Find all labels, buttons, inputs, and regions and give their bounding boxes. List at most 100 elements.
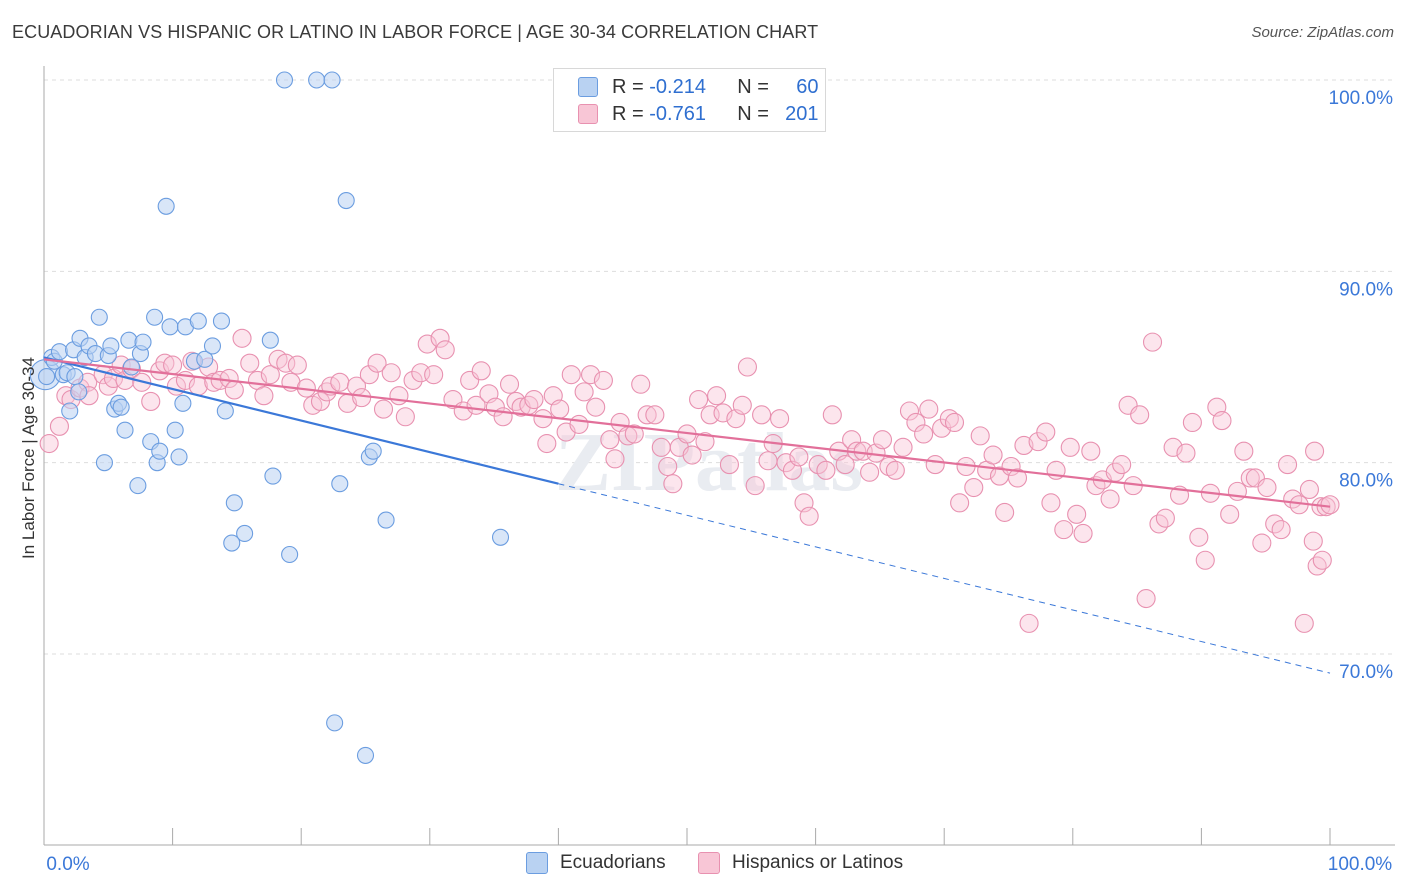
data-point-hispanic — [580, 365, 601, 385]
n-value-hispanics: 201 — [785, 102, 819, 125]
trend-line-hispanics — [43, 358, 1331, 508]
data-point-hispanic — [49, 416, 69, 436]
data-point-hispanic — [1220, 504, 1240, 524]
data-point-hispanic — [1081, 441, 1101, 461]
data-point-hispanic — [925, 455, 945, 475]
data-point-hispanic — [524, 389, 544, 410]
legend-row-hispanics: R = -0.761 N = 201 — [578, 102, 819, 126]
data-point-ecuadorian — [223, 534, 241, 552]
data-point-hispanic — [367, 353, 387, 373]
data-point-hispanic — [424, 365, 444, 385]
data-point-hispanic — [1257, 477, 1277, 498]
data-point-ecuadorian — [102, 337, 120, 355]
data-point-hispanic — [1234, 441, 1254, 461]
series-ecuadorians-points — [29, 71, 510, 764]
data-point-hispanic — [39, 433, 59, 454]
legend-swatch-pink — [698, 852, 720, 874]
data-point-ecuadorian — [337, 191, 355, 210]
data-point-hispanic — [224, 380, 244, 400]
data-point-hispanic — [1252, 533, 1272, 553]
data-point-ecuadorian — [50, 343, 68, 361]
data-point-ecuadorian — [364, 442, 382, 460]
data-point-ecuadorian — [161, 318, 179, 336]
data-point-ecuadorian — [203, 337, 222, 355]
data-point-hispanic — [624, 424, 644, 444]
data-point-hispanic — [944, 412, 965, 433]
legend-swatch-pink — [578, 104, 598, 124]
data-point-hispanic — [1100, 489, 1120, 509]
y-tick-labels: 70.0% 80.0% 90.0% 100.0% — [1329, 88, 1394, 683]
y-axis-label: In Labor Force | Age 30-34 — [19, 357, 38, 559]
data-point-hispanic — [1028, 432, 1048, 452]
data-point-ecuadorian — [281, 545, 299, 564]
data-point-hispanic — [287, 355, 307, 375]
data-point-hispanic — [1054, 520, 1074, 540]
n-value-ecuadorians: 60 — [796, 75, 819, 98]
data-point-hispanic — [574, 382, 594, 402]
data-point-hispanic — [1112, 455, 1132, 475]
data-point-hispanic — [550, 399, 570, 419]
data-point-hispanic — [1067, 504, 1087, 524]
x-tick-label-min: 0.0% — [46, 854, 89, 875]
data-point-hispanic — [983, 445, 1003, 465]
data-point-ecuadorian — [38, 368, 56, 386]
data-point-hispanic — [770, 409, 790, 429]
data-point-hispanic — [471, 361, 491, 381]
data-point-hispanic — [1212, 411, 1232, 431]
data-point-hispanic — [586, 397, 606, 417]
data-point-hispanic — [950, 493, 970, 513]
data-point-ecuadorian — [264, 467, 282, 485]
data-point-hispanic — [776, 453, 796, 473]
r-label: R = — [612, 102, 644, 125]
data-point-hispanic — [310, 391, 331, 411]
data-point-hispanic — [689, 389, 709, 410]
data-point-hispanic — [537, 433, 557, 454]
data-point-hispanic — [995, 502, 1015, 522]
data-point-hispanic — [373, 399, 394, 419]
data-point-hispanic — [885, 460, 905, 480]
data-point-ecuadorian — [377, 511, 395, 529]
legend-item-ecuadorians: Ecuadorians — [526, 852, 666, 874]
data-point-hispanic — [899, 401, 920, 421]
data-point-hispanic — [141, 391, 161, 411]
data-point-hispanic — [932, 418, 952, 438]
data-point-hispanic — [260, 365, 280, 385]
data-point-hispanic — [789, 447, 809, 467]
x-tick-label-max: 100.0% — [1328, 854, 1393, 875]
data-point-hispanic — [835, 455, 855, 475]
data-point-hispanic — [822, 405, 842, 425]
data-point-ecuadorian — [166, 421, 184, 439]
data-point-hispanic — [1073, 523, 1093, 544]
y-tick-label: 100.0% — [1329, 88, 1394, 109]
data-point-hispanic — [1163, 437, 1183, 457]
y-tick-label: 70.0% — [1339, 662, 1393, 683]
legend-swatch-blue — [526, 852, 548, 874]
data-point-ecuadorian — [61, 402, 79, 420]
data-point-ecuadorian — [236, 524, 254, 543]
data-point-hispanic — [893, 437, 913, 457]
axes — [43, 66, 1395, 846]
data-point-ecuadorian — [331, 475, 349, 493]
legend-label-ecuadorians: Ecuadorians — [560, 852, 666, 873]
data-point-hispanic — [499, 374, 520, 394]
data-point-ecuadorian — [66, 368, 84, 386]
data-point-hispanic — [359, 365, 379, 385]
trend-line-ecuadorians — [43, 356, 559, 485]
correlation-legend: R = -0.214 N = 60 R = -0.761 N = 201 — [553, 68, 826, 132]
data-point-hispanic — [842, 430, 862, 450]
r-value-ecuadorians: -0.214 — [649, 75, 706, 98]
data-point-hispanic — [1182, 412, 1202, 433]
data-point-hispanic — [1307, 556, 1327, 576]
data-point-hispanic — [970, 426, 990, 446]
data-point-hispanic — [435, 340, 455, 360]
data-point-hispanic — [919, 399, 939, 419]
data-point-hispanic — [695, 432, 715, 452]
data-point-hispanic — [663, 474, 683, 494]
data-point-hispanic — [860, 462, 880, 482]
trend-lines — [43, 356, 1331, 674]
data-point-hispanic — [964, 477, 984, 498]
data-point-hispanic — [352, 388, 372, 408]
data-point-hispanic — [240, 353, 260, 373]
data-point-hispanic — [707, 386, 727, 406]
data-point-ecuadorian — [116, 421, 134, 439]
